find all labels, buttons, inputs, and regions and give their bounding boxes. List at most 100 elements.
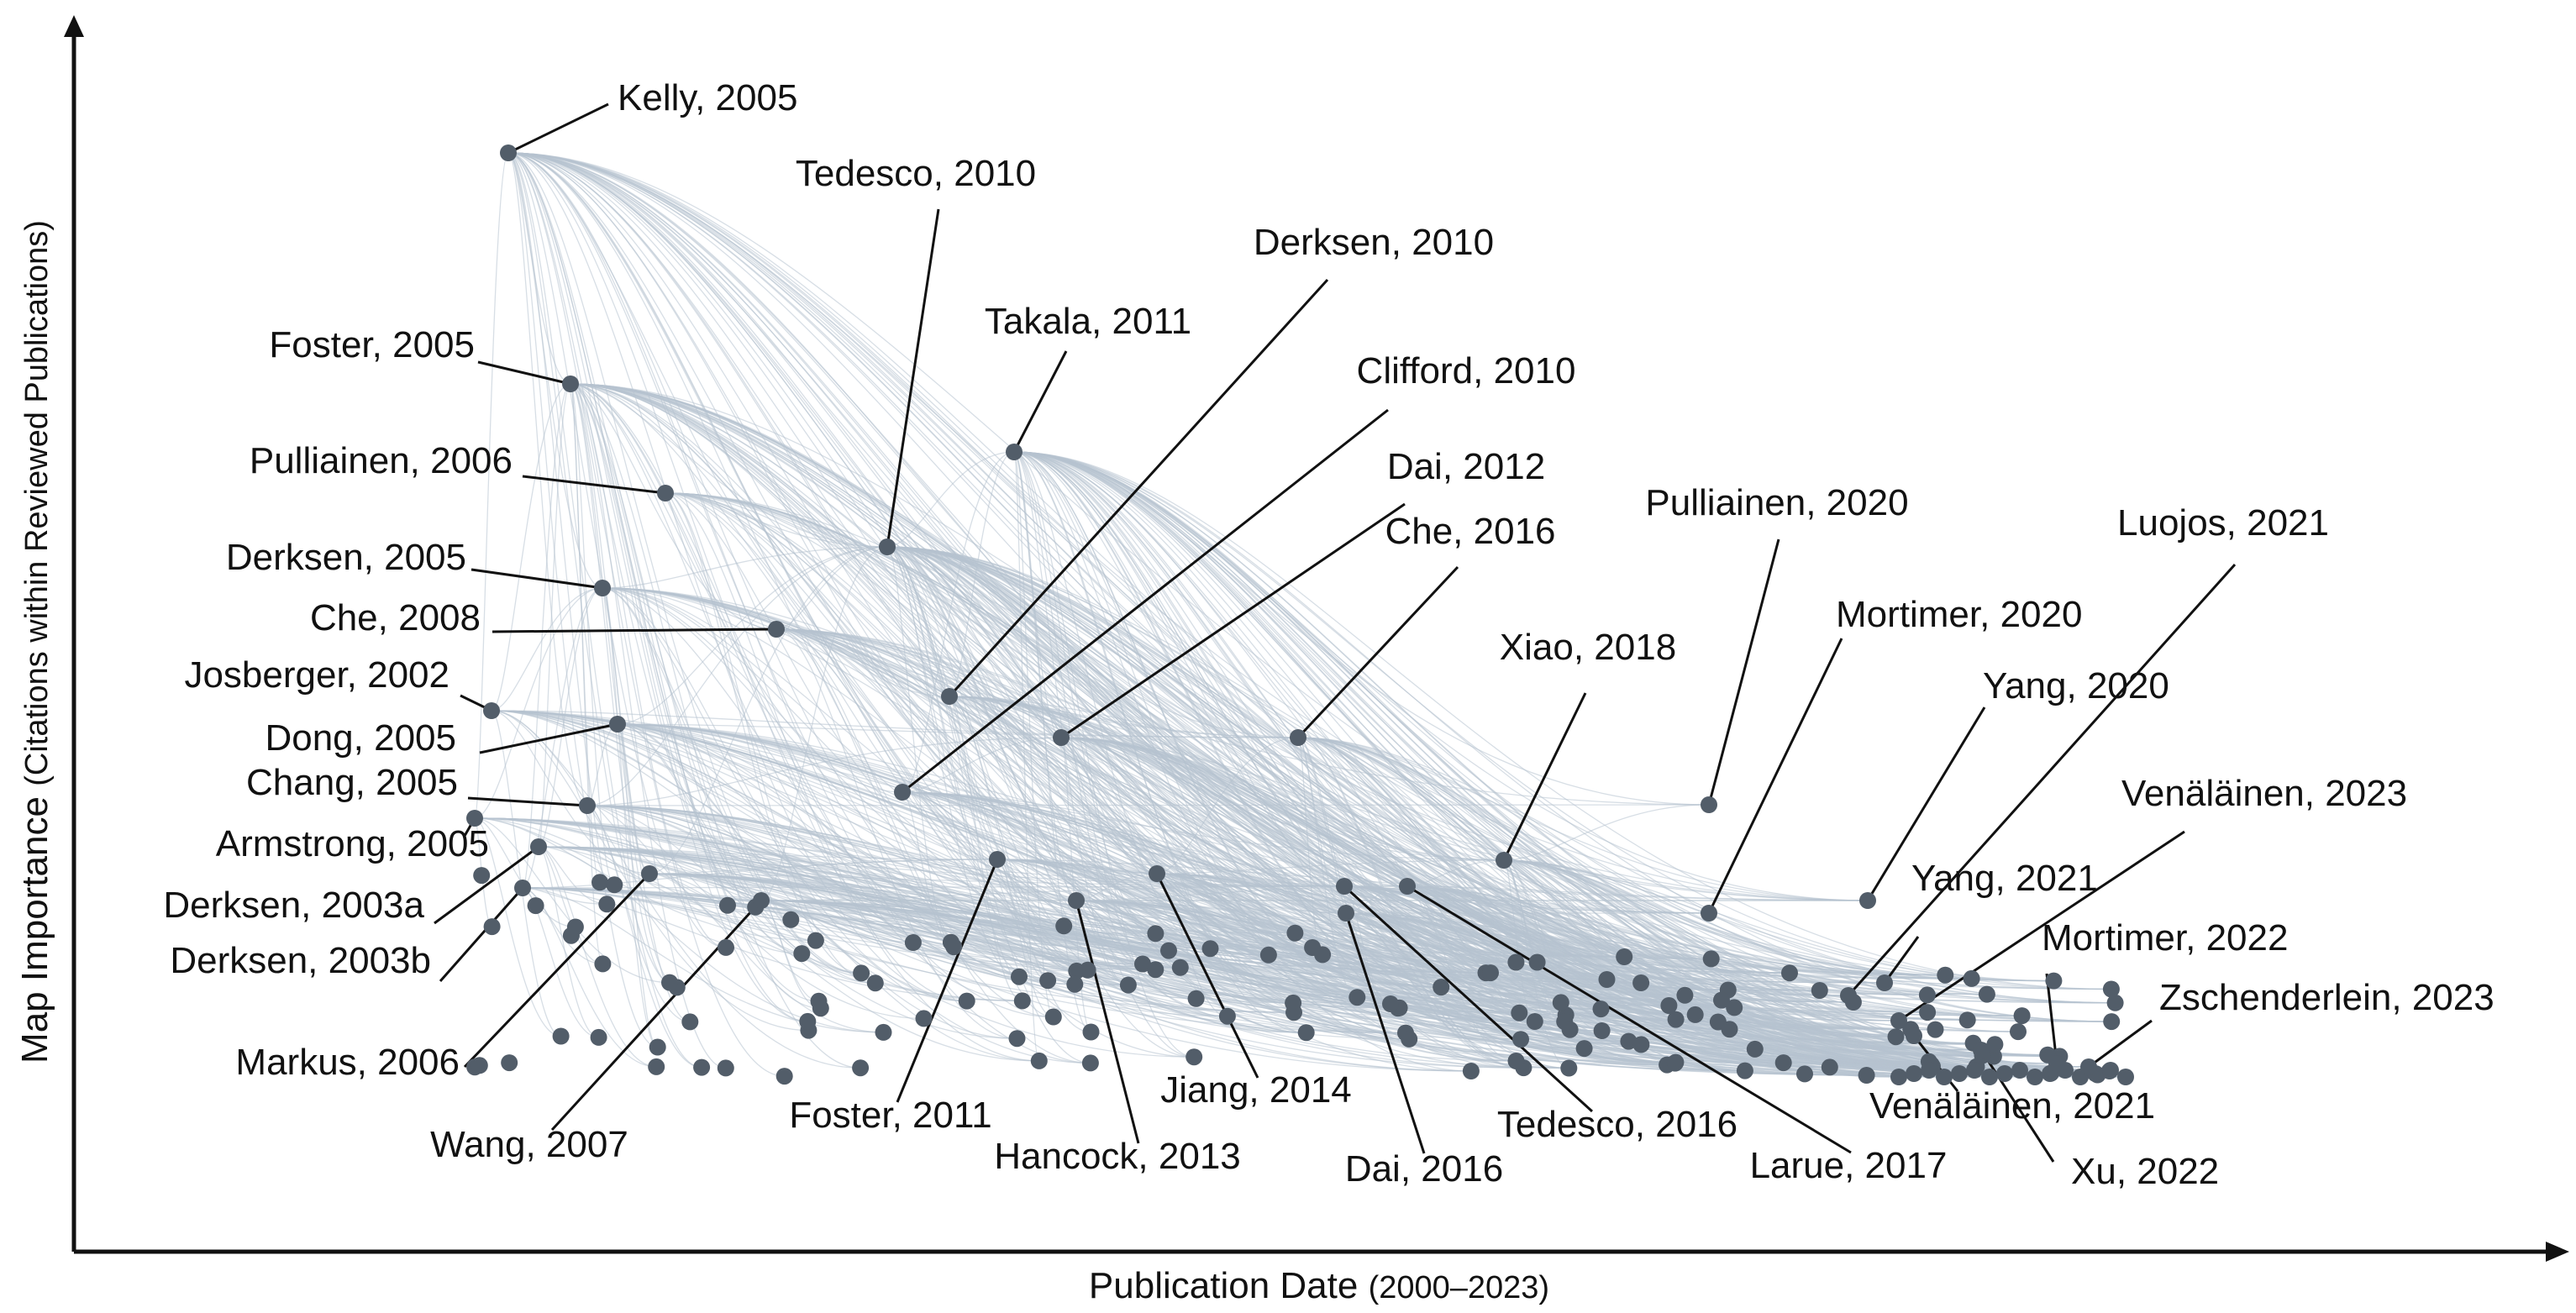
leader-line [1979,1049,2055,1163]
publication-node [904,934,922,951]
publication-node-labeled [1068,892,1085,909]
publication-label: Derksen, 2003b [170,940,431,981]
leader-line [463,872,651,1069]
citation-edge [949,696,1710,806]
publication-node [1660,997,1678,1014]
citation-edge [1060,737,1987,995]
x-axis-title: Publication Date (2000–2023) [1089,1265,1549,1306]
publication-node [793,945,811,963]
citation-edge [760,900,1990,1078]
publication-node [1593,1022,1611,1039]
publication-label: Armstrong, 2005 [216,823,489,864]
citation-edge [1075,900,1410,1040]
publication-node [1781,964,1798,982]
publication-node [594,955,612,973]
publication-labels: Kelly, 2005 Foster, 2005 Tedesco, 2010 Taka… [163,77,2494,1192]
citation-edge [996,859,1156,934]
publication-node [483,918,501,936]
citation-edge [649,873,1524,1069]
publication-node [1512,1031,1529,1048]
publication-node-labeled [879,538,896,555]
leader-line [1866,706,1986,901]
leader-line [1707,538,1780,806]
publication-node-labeled [500,144,517,161]
citation-edge [538,846,657,1068]
publication-node [719,896,736,914]
publication-node [945,938,963,956]
publication-node [1736,1062,1753,1079]
publication-node [1996,1065,2013,1082]
x-axis-label: Publication Date [1089,1265,1358,1306]
citation-edge [1406,885,2022,1016]
citation-edge [538,383,571,848]
publication-node [591,874,608,891]
publication-node [681,1013,699,1031]
publication-node-labeled [1399,878,1416,895]
citation-edge [1503,859,1685,996]
publication-node-labeled [1973,1042,1990,1058]
citation-edge [1343,885,1569,1069]
citation-edge [1156,873,1524,1069]
citation-edge [602,587,913,943]
publication-node [648,1058,665,1075]
publication-node-labeled [1876,974,1893,991]
publication-node [1119,976,1137,994]
publication-node [1482,964,1499,982]
publication-node [866,974,884,992]
publication-node [1044,1008,1062,1026]
citation-edge [649,859,998,874]
publication-node-labeled [941,688,958,705]
publication-node [1462,1063,1480,1079]
publication-node-labeled [579,797,596,814]
publication-node [1632,974,1650,991]
publication-node-labeled [514,880,531,896]
leader-line [1883,936,1920,984]
citation-edge [570,383,1505,861]
publication-node [661,974,678,991]
citation-edge [1345,912,1517,1062]
publication-node-labeled [753,892,770,909]
leader-line [1707,638,1843,914]
publication-node [1201,940,1219,958]
leader-line [1155,873,1259,1079]
citation-edge [775,628,1017,1039]
citation-edge [507,152,821,1009]
publication-node [1890,1069,1907,1085]
leader-line [507,102,609,155]
citation-edge [1060,737,1398,1009]
publication-node [782,911,800,928]
leader-line [1406,885,1852,1154]
publication-node [1382,995,1399,1012]
publication-node [1552,994,1569,1011]
publication-node-labeled [483,702,500,719]
leader-line [2088,1019,2153,1069]
publication-node [1575,1040,1593,1058]
publication-node [552,1027,570,1045]
publication-node [1068,962,1086,979]
publication-node [1082,1023,1100,1041]
publication-label: Foster, 2011 [789,1095,991,1136]
citation-edge [1406,885,1946,976]
citation-edge [1503,859,2111,990]
leader-line [477,360,571,386]
publication-node [1927,1021,1944,1038]
publication-node-labeled [609,716,626,733]
citation-edge [1345,912,1730,1030]
publication-node [1297,1024,1315,1042]
citation-edge [491,710,1915,1074]
publication-node-labeled [1336,878,1353,895]
citation-edge [775,628,1091,1064]
publication-node [1011,968,1028,985]
publication-node [1039,972,1057,990]
publication-node [2103,1013,2121,1031]
citation-edge [617,723,1299,738]
citation-edge [1060,737,1570,1031]
publication-node [717,1059,734,1077]
citation-edge [570,383,601,883]
publication-node [718,938,734,956]
citation-edge [570,383,777,630]
citation-edge [1503,859,1975,1071]
citation-edge [1406,885,1755,1050]
publication-node [2102,1062,2119,1079]
citation-edge [1075,900,1306,1033]
